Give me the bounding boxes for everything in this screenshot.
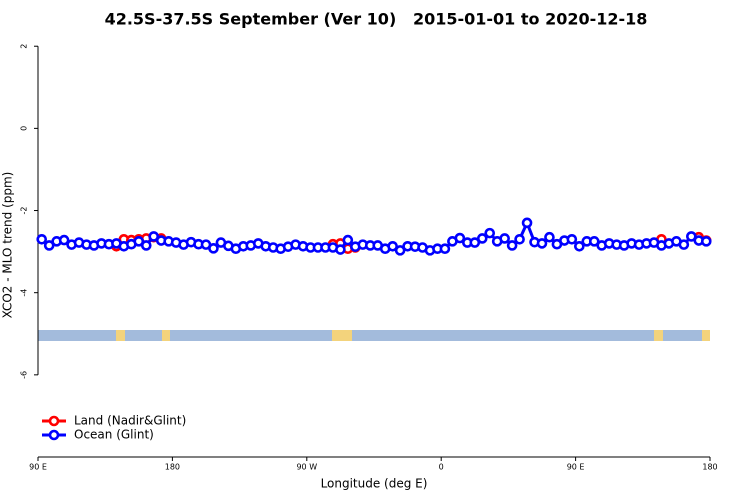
chart-title: 42.5S-37.5S September (Ver 10) 2015-01-0… xyxy=(105,10,648,29)
data-point xyxy=(678,239,690,250)
y-tick-label: -2 xyxy=(20,207,29,215)
y-tick-label: -4 xyxy=(20,289,29,297)
x-tick-label: 90 E xyxy=(567,463,585,472)
data-point xyxy=(484,227,496,239)
data-point xyxy=(588,236,600,247)
legend-marker xyxy=(48,415,60,427)
land-patch xyxy=(332,330,352,341)
land-patch xyxy=(654,330,663,341)
y-tick-label: 0 xyxy=(20,126,29,131)
land-patch xyxy=(702,330,710,341)
data-point xyxy=(43,240,55,251)
data-point xyxy=(133,236,145,247)
data-point xyxy=(521,217,533,229)
legend-label: Land (Nadir&Glint) xyxy=(74,414,186,428)
data-point xyxy=(394,245,406,256)
data-point xyxy=(536,238,548,249)
data-point xyxy=(342,234,354,246)
data-point xyxy=(544,231,555,243)
data-point xyxy=(58,234,70,246)
data-point xyxy=(566,233,578,245)
x-tick-label: 180 xyxy=(702,463,717,472)
data-point xyxy=(148,231,160,242)
data-point xyxy=(686,231,697,242)
data-point xyxy=(700,236,712,247)
land-patch xyxy=(116,330,125,341)
x-axis-label: Longitude (deg E) xyxy=(321,477,428,491)
data-point xyxy=(439,243,451,255)
data-point xyxy=(36,233,48,245)
y-tick-label: 2 xyxy=(20,44,29,49)
data-point xyxy=(476,233,488,244)
data-point xyxy=(506,240,518,251)
legend-label: Ocean (Glint) xyxy=(74,428,154,442)
x-tick-label: 0 xyxy=(439,463,444,472)
ocean-strip xyxy=(38,330,710,341)
data-point xyxy=(574,240,585,252)
data-point xyxy=(140,240,152,251)
mask-strip xyxy=(38,330,710,341)
data-point xyxy=(469,237,481,248)
data-point xyxy=(335,244,346,255)
legend-marker xyxy=(48,429,60,441)
x-tick-label: 90 W xyxy=(296,463,317,472)
x-tick-label: 90 E xyxy=(29,463,47,472)
data-point xyxy=(514,233,525,245)
y-axis-label: XCO2 - MLO trend (ppm) xyxy=(1,172,15,319)
data-point xyxy=(387,240,398,252)
data-point xyxy=(454,232,466,244)
data-point xyxy=(499,233,510,244)
data-point xyxy=(208,243,219,254)
land-patch xyxy=(162,330,170,341)
y-tick-label: -6 xyxy=(20,371,29,379)
x-tick-label: 180 xyxy=(165,463,180,472)
